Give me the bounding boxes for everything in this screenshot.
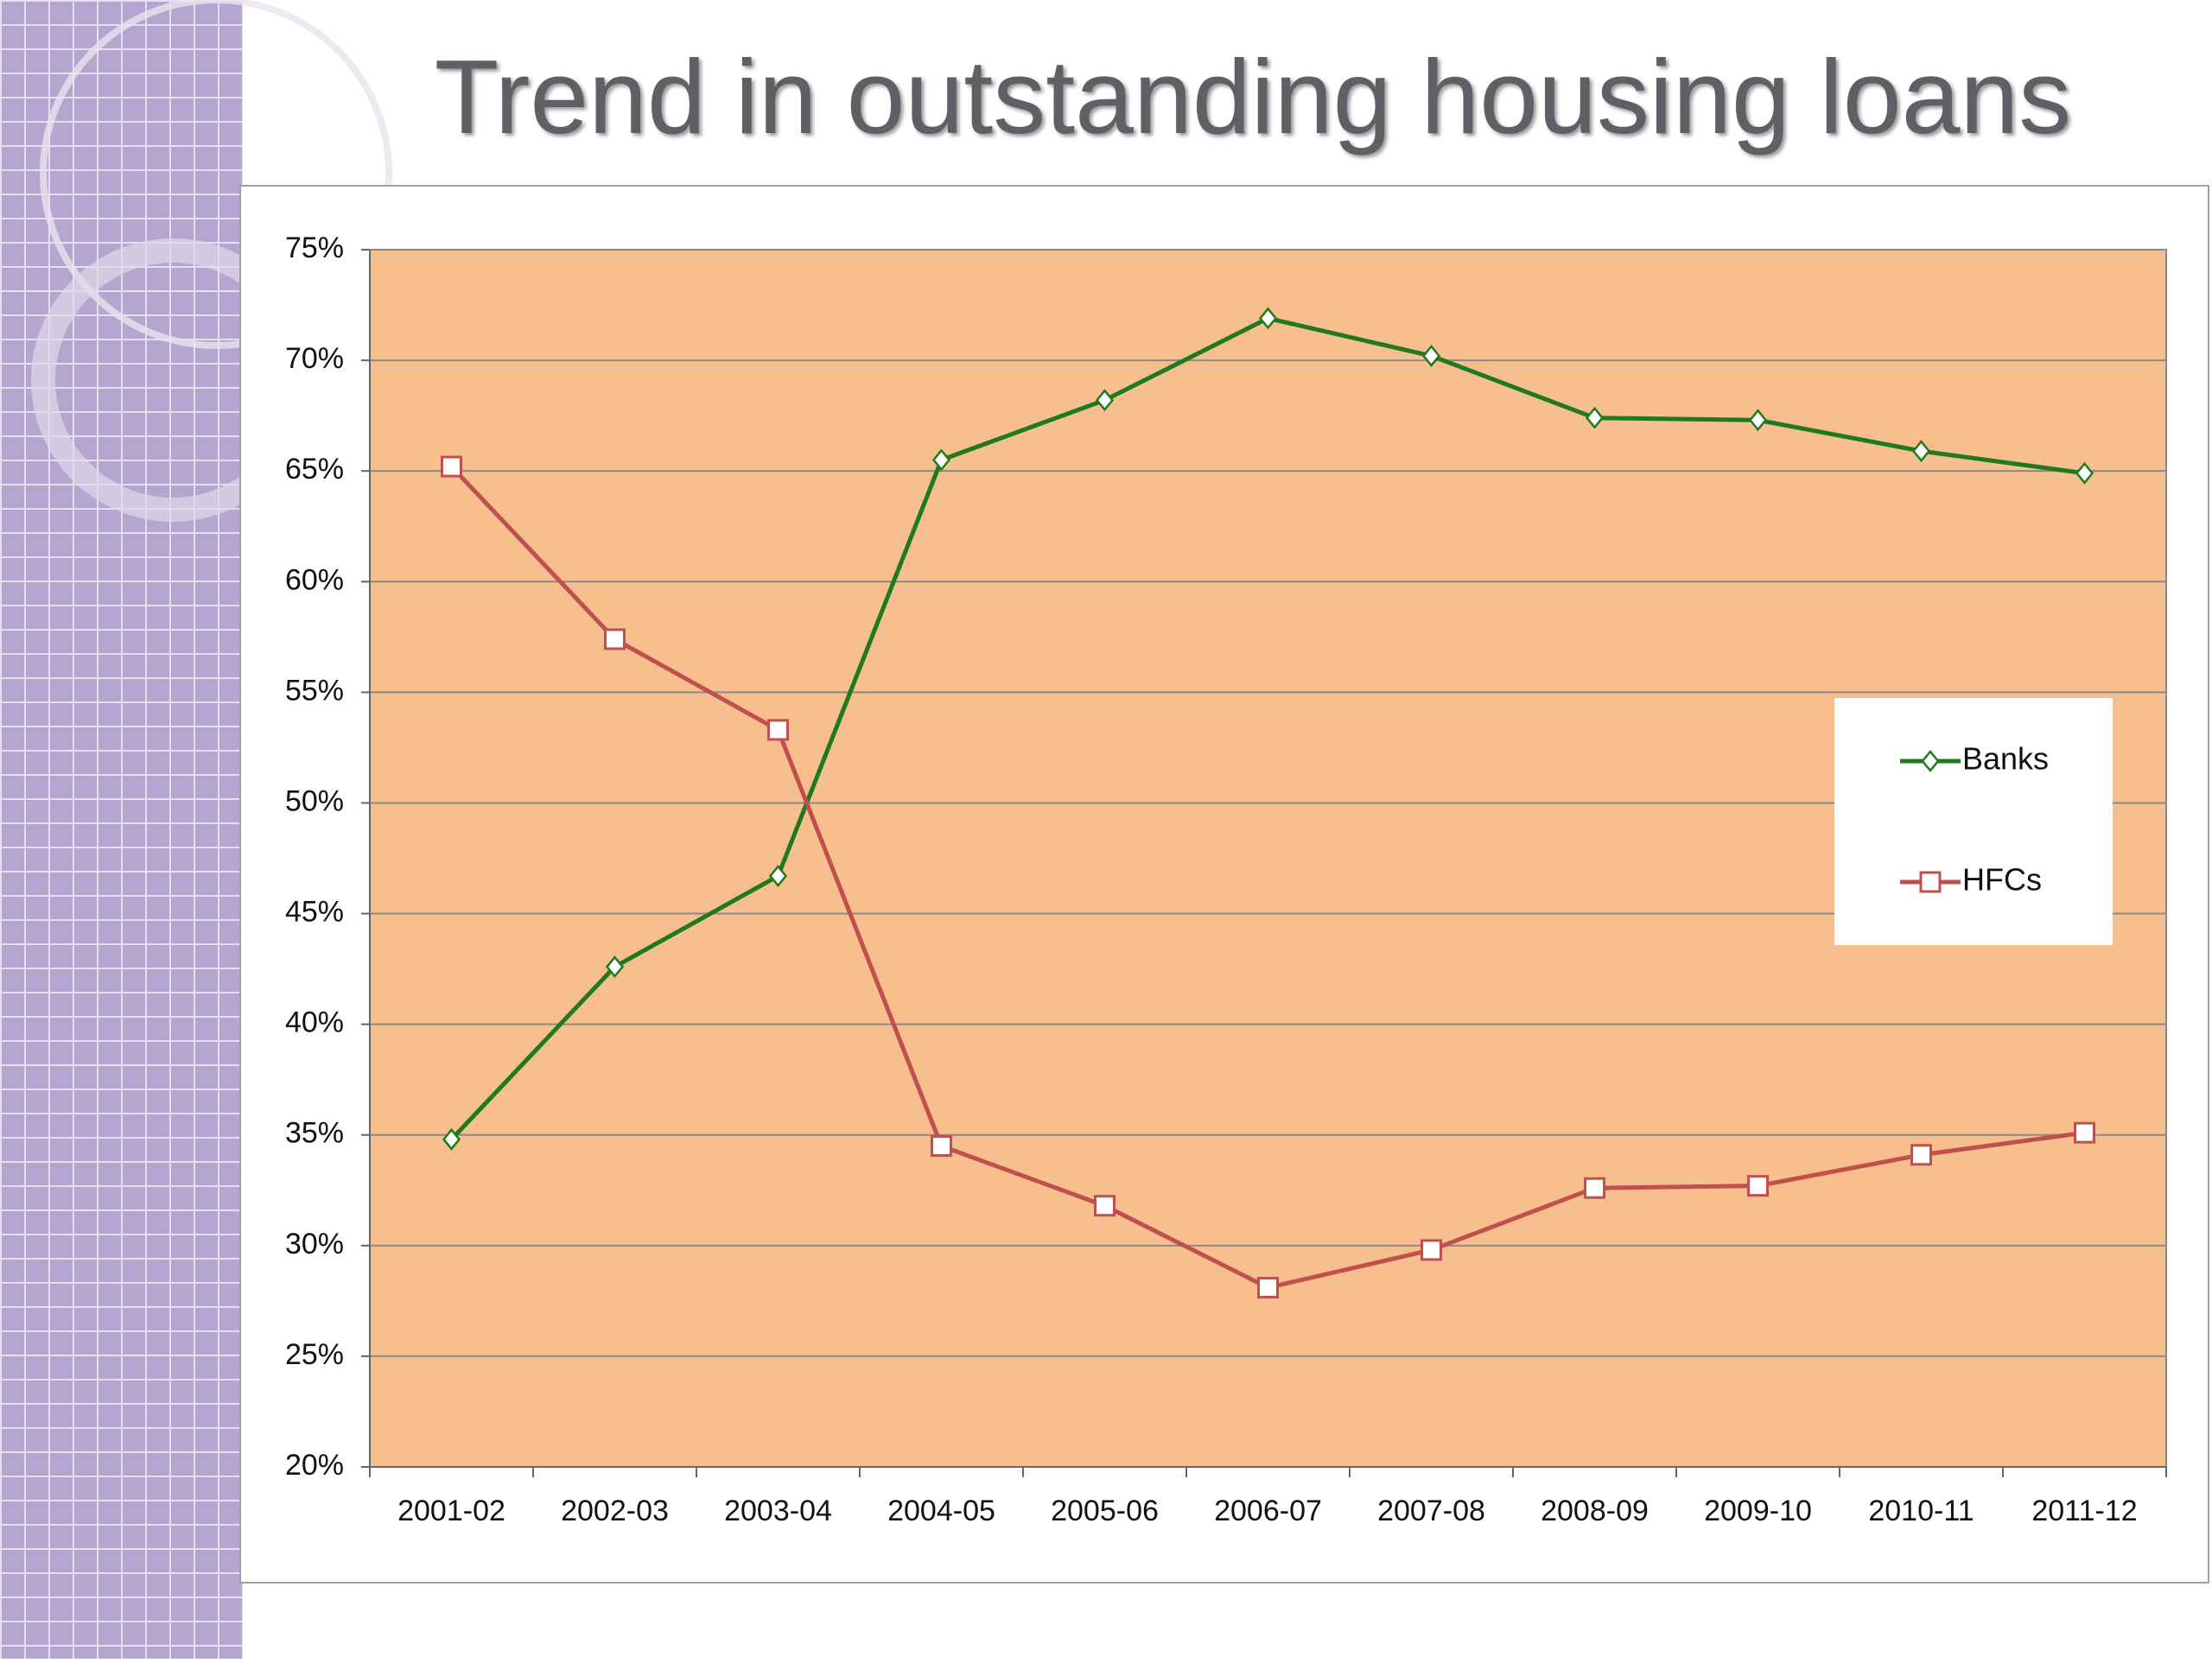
x-tick-label: 2004-05 xyxy=(887,1495,995,1527)
marker xyxy=(1911,440,1931,463)
x-tick-label: 2007-08 xyxy=(1377,1495,1485,1527)
marker xyxy=(1584,1177,1605,1199)
marker xyxy=(442,1127,461,1151)
marker xyxy=(1748,409,1768,432)
y-tick-label: 40% xyxy=(285,1006,344,1039)
y-tick-label: 20% xyxy=(285,1449,344,1482)
x-tick-label: 2005-06 xyxy=(1051,1495,1159,1527)
y-tick-label: 30% xyxy=(285,1228,344,1260)
x-tick-label: 2011-12 xyxy=(2031,1495,2137,1527)
marker xyxy=(2074,1121,2095,1144)
y-tick-label: 25% xyxy=(285,1338,344,1371)
marker xyxy=(931,1135,952,1158)
marker xyxy=(1095,389,1115,412)
y-tick-label: 45% xyxy=(285,896,344,929)
decor-circle xyxy=(40,0,392,349)
x-tick-label: 2001-02 xyxy=(397,1495,505,1527)
marker xyxy=(441,455,462,478)
marker xyxy=(1921,750,1940,772)
marker xyxy=(768,865,788,887)
marker xyxy=(931,448,951,472)
chart-title: Trend in outstanding housing loans xyxy=(435,38,2072,156)
x-tick-label: 2003-04 xyxy=(724,1495,832,1527)
marker xyxy=(1585,406,1605,429)
legend-label: Banks xyxy=(1962,741,2049,777)
x-tick-label: 2008-09 xyxy=(1541,1495,1649,1527)
marker xyxy=(1421,1239,1442,1261)
marker xyxy=(1094,1195,1116,1217)
x-tick-label: 2006-07 xyxy=(1214,1495,1322,1527)
marker xyxy=(604,628,626,651)
y-tick-label: 70% xyxy=(285,342,344,375)
x-tick-label: 2010-11 xyxy=(1868,1495,1974,1527)
marker xyxy=(1421,344,1441,367)
side-decoration xyxy=(0,0,243,1659)
marker xyxy=(1910,1144,1932,1166)
y-tick-label: 35% xyxy=(285,1117,344,1150)
x-tick-label: 2009-10 xyxy=(1704,1495,1812,1527)
marker xyxy=(1257,1276,1279,1298)
y-tick-label: 65% xyxy=(285,453,344,486)
marker xyxy=(2075,461,2094,485)
y-tick-label: 75% xyxy=(285,232,344,264)
legend xyxy=(1834,698,2113,945)
marker xyxy=(767,719,789,741)
marker xyxy=(1919,871,1942,893)
marker xyxy=(1258,307,1278,330)
y-tick-label: 55% xyxy=(285,674,344,707)
legend-label: HFCs xyxy=(1962,862,2042,898)
marker xyxy=(1747,1175,1769,1197)
marker xyxy=(605,955,625,979)
y-tick-label: 60% xyxy=(285,563,344,596)
y-tick-label: 50% xyxy=(285,784,344,817)
x-tick-label: 2002-03 xyxy=(561,1495,669,1527)
